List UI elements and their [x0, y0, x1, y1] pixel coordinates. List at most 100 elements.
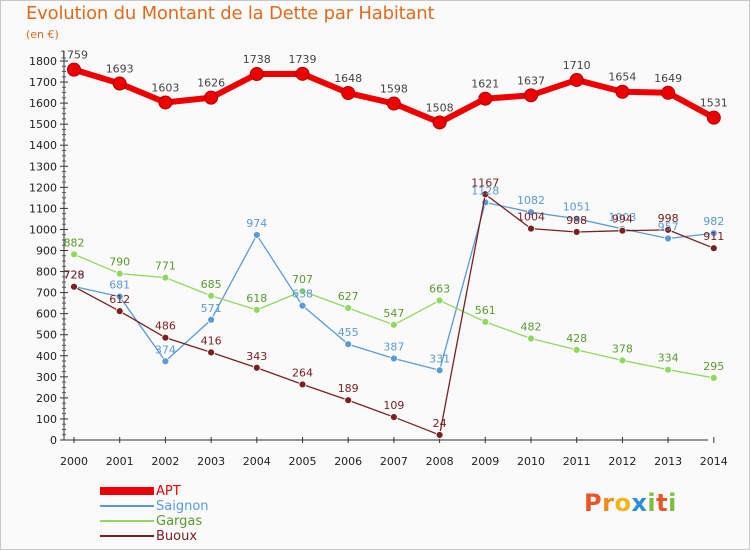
data-label-buoux: 109 [383, 399, 404, 412]
y-tick-label: 100 [36, 413, 57, 426]
chart-legend: APT Saignon Gargas Buoux [100, 484, 260, 544]
logo-letter: r [602, 489, 615, 517]
legend-swatch-saignon [100, 505, 154, 507]
data-label-saignon: 571 [201, 302, 222, 315]
data-label-saignon: 1128 [471, 184, 499, 197]
data-point-buoux [161, 333, 170, 342]
legend-swatch-gargas [100, 520, 154, 522]
legend-label-gargas: Gargas [156, 514, 203, 529]
data-label-apt: 1739 [289, 53, 317, 66]
data-point-saignon [298, 301, 307, 310]
data-point-gargas [618, 356, 627, 365]
data-label-saignon: 729 [64, 269, 85, 282]
data-label-gargas: 482 [521, 321, 542, 334]
y-tick-label: 1800 [29, 55, 57, 68]
data-label-buoux: 343 [246, 350, 267, 363]
legend-label-buoux: Buoux [156, 529, 198, 544]
data-label-buoux: 911 [703, 230, 724, 243]
data-label-gargas: 334 [658, 352, 679, 365]
data-point-apt [295, 66, 310, 81]
x-tick-label: 2009 [471, 455, 499, 468]
data-label-apt: 1508 [426, 101, 454, 114]
x-tick-label: 2010 [517, 455, 545, 468]
data-point-saignon [435, 366, 444, 375]
data-point-apt [432, 115, 447, 130]
data-point-apt [524, 88, 538, 103]
data-label-buoux: 998 [658, 212, 679, 225]
data-label-gargas: 663 [429, 282, 450, 295]
y-tick-label: 1700 [29, 76, 57, 89]
data-point-buoux [115, 307, 124, 316]
legend-item-buoux: Buoux [100, 529, 260, 544]
data-point-gargas [298, 287, 307, 296]
legend-label-saignon: Saignon [156, 499, 209, 514]
data-point-buoux [572, 228, 581, 236]
data-label-gargas: 295 [703, 360, 724, 373]
x-tick-label: 2011 [563, 455, 591, 468]
data-point-apt [615, 84, 630, 99]
x-tick-label: 2013 [654, 455, 682, 468]
data-point-buoux [298, 380, 307, 389]
y-tick-label: 1500 [29, 118, 57, 131]
data-point-gargas [709, 373, 718, 382]
data-point-apt [341, 86, 356, 101]
legend-label-apt: APT [156, 484, 181, 499]
data-label-gargas: 618 [246, 292, 267, 305]
data-label-buoux: 1167 [471, 176, 499, 189]
data-point-apt [569, 72, 584, 87]
data-point-saignon [207, 315, 216, 324]
data-label-apt: 1598 [380, 83, 408, 96]
data-label-buoux: 728 [64, 269, 85, 282]
data-point-buoux [207, 348, 216, 357]
y-tick-label: 0 [50, 434, 57, 447]
data-label-saignon: 957 [658, 220, 679, 233]
data-label-gargas: 627 [338, 290, 359, 303]
data-label-buoux: 416 [201, 334, 222, 347]
y-tick-label: 1200 [29, 181, 57, 194]
data-label-apt: 1637 [517, 74, 545, 87]
data-point-buoux [70, 282, 78, 291]
data-point-gargas [481, 317, 490, 326]
data-point-gargas [344, 304, 353, 312]
data-point-apt [112, 76, 127, 91]
logo-letter: i [668, 489, 677, 517]
data-label-gargas: 428 [566, 332, 587, 345]
x-tick-label: 2004 [243, 455, 271, 468]
data-point-apt [204, 90, 219, 105]
data-point-saignon [709, 229, 718, 238]
data-point-gargas [252, 305, 261, 314]
data-point-apt [706, 110, 721, 125]
chart-unit-label: (en €) [26, 28, 59, 41]
data-label-apt: 1710 [563, 59, 591, 72]
y-tick-label: 1100 [29, 202, 57, 215]
y-tick-label: 300 [36, 371, 57, 384]
data-point-buoux [709, 244, 718, 253]
y-tick-label: 1000 [29, 223, 57, 236]
data-label-apt: 1531 [700, 97, 728, 110]
data-label-buoux: 994 [612, 213, 633, 226]
data-label-apt: 1759 [60, 49, 88, 62]
x-tick-label: 2001 [106, 455, 134, 468]
data-point-apt [478, 91, 493, 106]
data-label-saignon: 455 [338, 326, 359, 339]
data-label-apt: 1648 [334, 72, 362, 85]
data-point-gargas [527, 334, 535, 343]
logo-letter: o [614, 489, 632, 517]
data-label-gargas: 547 [383, 307, 404, 320]
data-point-saignon [161, 357, 170, 366]
y-tick-label: 800 [36, 266, 57, 279]
data-point-saignon [344, 340, 353, 349]
x-tick-label: 2007 [380, 455, 408, 468]
data-point-buoux [481, 190, 490, 199]
data-label-saignon: 331 [429, 352, 450, 365]
legend-item-gargas: Gargas [100, 514, 260, 529]
proxiti-logo: Proxiti [584, 489, 677, 517]
data-point-buoux [618, 226, 627, 235]
data-point-apt [158, 95, 173, 110]
data-point-buoux [527, 224, 535, 233]
data-point-apt [249, 67, 264, 82]
y-tick-label: 1600 [29, 97, 57, 110]
legend-item-saignon: Saignon [100, 499, 260, 514]
data-point-gargas [435, 296, 444, 305]
data-label-apt: 1603 [151, 81, 179, 94]
